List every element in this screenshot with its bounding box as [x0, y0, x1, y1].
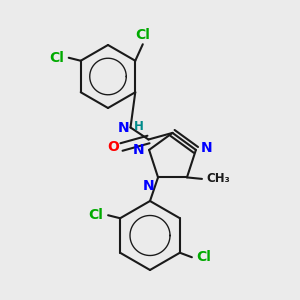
Text: Cl: Cl [196, 250, 211, 264]
Text: N: N [200, 141, 212, 155]
Text: N: N [117, 121, 129, 134]
Text: Cl: Cl [49, 51, 64, 65]
Text: Cl: Cl [89, 208, 104, 222]
Text: CH₃: CH₃ [206, 172, 230, 185]
Text: N: N [133, 143, 145, 157]
Text: N: N [143, 179, 154, 193]
Text: O: O [107, 140, 119, 154]
Text: H: H [134, 119, 143, 133]
Text: Cl: Cl [135, 28, 150, 42]
